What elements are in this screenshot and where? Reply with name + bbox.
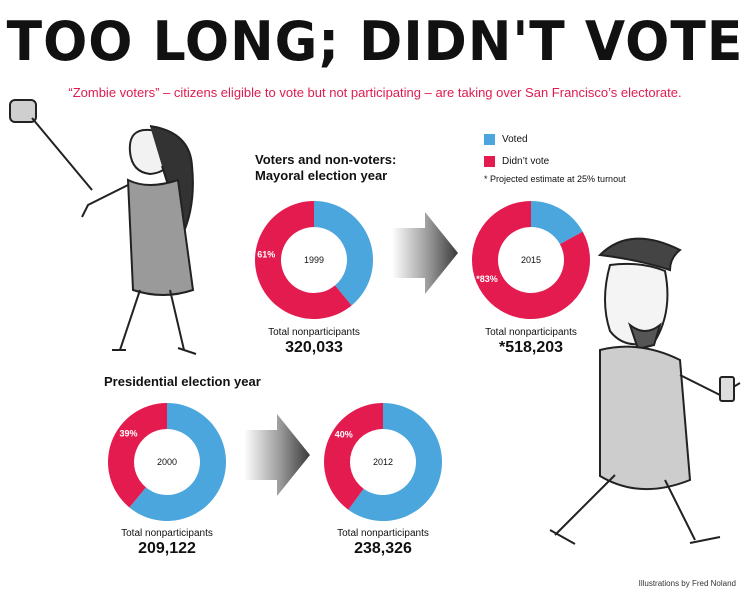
phone-icon <box>9 99 37 123</box>
donut-slice-label-2012: 40% <box>335 429 353 439</box>
donut-center-year-1999: 1999 <box>304 255 324 265</box>
chart-legend: Voted Didn’t vote <box>484 132 549 176</box>
page-title: TOO LONG; DIDN'T VOTE <box>6 10 744 74</box>
legend-label-didnt-vote: Didn’t vote <box>502 155 550 167</box>
legend-swatch-voted <box>484 133 495 145</box>
donut-slice-label-1999: 61% <box>257 250 275 260</box>
donut-slice-2015-didnt-vote <box>472 201 590 319</box>
donut-slice-2000-didnt-vote <box>108 403 167 508</box>
donut-center-year-2012: 2012 <box>373 457 393 467</box>
donut-slice-1999-didnt-vote <box>255 200 352 319</box>
total-value-2012: 238,326 <box>354 540 412 557</box>
legend-note: * Projected estimate at 25% turnout <box>484 174 626 184</box>
total-label-2012: Total nonparticipants <box>337 528 429 539</box>
total-value-2000: 209,122 <box>138 540 196 557</box>
donut-center-year-2000: 2000 <box>157 457 177 467</box>
legend-item-didnt-vote: Didn’t vote <box>484 154 549 168</box>
donut-center-year-2015: 2015 <box>521 255 541 265</box>
total-label-1999: Total nonparticipants <box>268 327 360 338</box>
donut-slice-2012-voted <box>348 403 442 521</box>
selfie-woman-illustration <box>9 99 197 355</box>
donut-slice-label-2000: 39% <box>119 428 137 438</box>
legend-item-voted: Voted <box>484 132 549 146</box>
donut-slice-1999-voted <box>314 201 373 306</box>
donut-slice-2012-didnt-vote <box>324 403 383 510</box>
walking-man-illustration <box>549 237 741 545</box>
donut-slice-2015-voted <box>531 201 583 245</box>
phone-icon <box>719 376 735 402</box>
arrow-1999-to-2015 <box>392 212 458 294</box>
legend-label-voted: Voted <box>502 133 528 145</box>
total-value-1999: 320,033 <box>285 339 343 356</box>
total-label-2000: Total nonparticipants <box>121 528 213 539</box>
section-title-presidential: Presidential election year <box>104 374 261 389</box>
total-value-2015: *518,203 <box>498 339 564 356</box>
section-title-mayoral: Voters and non-voters: Mayoral election … <box>255 152 397 183</box>
donut-slice-2000-voted <box>129 403 227 521</box>
arrow-2000-to-2012 <box>244 414 310 496</box>
donut-slice-label-2015: *83% <box>476 274 498 284</box>
page-subtitle: “Zombie voters” – citizens eligible to v… <box>68 85 682 100</box>
legend-swatch-didnt-vote <box>484 155 495 167</box>
total-label-2015: Total nonparticipants <box>485 327 577 338</box>
illustration-credit: Illustrations by Fred Noland <box>638 579 736 588</box>
